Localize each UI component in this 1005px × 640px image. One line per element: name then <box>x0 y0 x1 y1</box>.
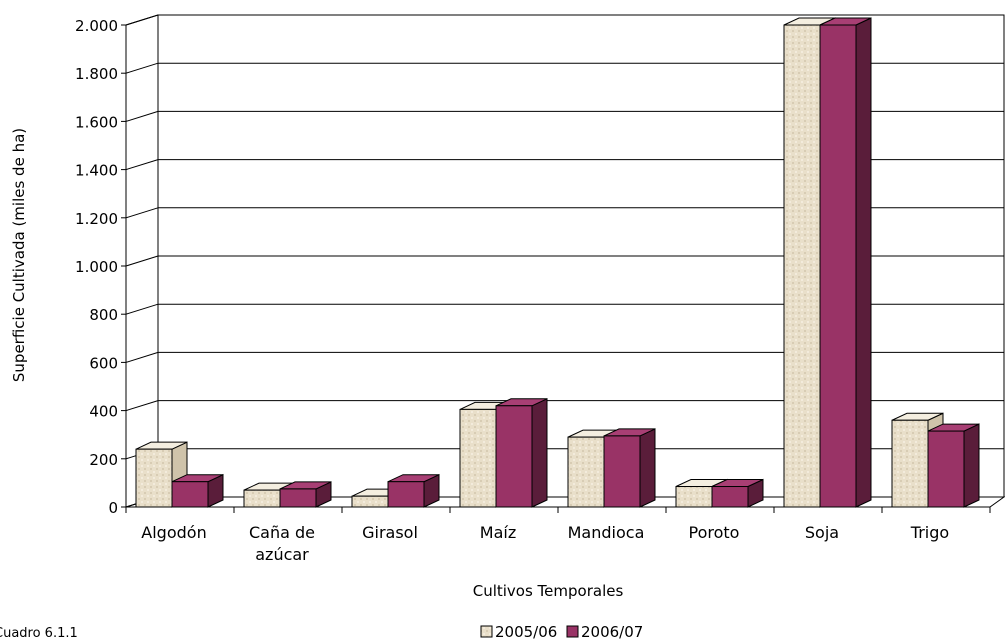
bar-front <box>459 408 497 508</box>
x-category-label: Mandioca <box>568 523 645 542</box>
bar-2006-07 <box>495 397 548 508</box>
grid-diagonal <box>125 255 159 267</box>
bar-2006-07 <box>387 473 440 508</box>
bar-2006-07 <box>171 473 224 508</box>
x-category-label: Poroto <box>689 523 740 542</box>
y-tick-label: 800 <box>89 306 118 324</box>
bar-front <box>603 435 641 508</box>
bar-front <box>351 495 389 508</box>
y-tick-label: 1.200 <box>75 210 118 228</box>
bar-front <box>783 24 821 508</box>
legend-swatch-2005-06 <box>480 625 493 638</box>
legend-swatch-2006-07 <box>566 625 579 638</box>
bar-2006-07 <box>279 481 332 508</box>
bar-front <box>387 481 425 508</box>
bar-2006-07 <box>603 428 656 508</box>
y-tick-label: 600 <box>89 354 118 372</box>
legend-label-2006-07: 2006/07 <box>581 623 643 640</box>
bar-front <box>927 430 965 508</box>
bars <box>135 17 980 508</box>
bar-side <box>855 17 872 508</box>
grid-diagonal <box>125 110 159 122</box>
y-tick-label: 1.000 <box>75 258 118 276</box>
x-category-label: Trigo <box>910 523 949 542</box>
grid-diagonal <box>125 351 159 363</box>
x-category-label: Girasol <box>362 523 418 542</box>
grid-diagonal <box>125 62 159 74</box>
bar-2006-07 <box>927 423 980 508</box>
y-tick-label: 200 <box>89 451 118 469</box>
y-axis-title: Superficie Cultivada (miles de ha) <box>10 128 28 382</box>
bar-front <box>171 481 209 508</box>
y-tick-label: 400 <box>89 403 118 421</box>
bar-front <box>243 489 281 508</box>
footnote: Cuadro 6.1.1 <box>0 626 78 640</box>
bar-front <box>711 486 749 508</box>
grid-diagonal <box>125 303 159 315</box>
bar-side <box>531 397 548 508</box>
tick-labels: 0 200 400 600 800 1.000 1.200 1.400 1.600 1.800 2.… <box>75 17 949 564</box>
bar-2006-07 <box>819 17 872 508</box>
y-axis-top-edge <box>125 14 159 26</box>
bar-front <box>567 436 605 508</box>
grid-diagonal <box>125 159 159 171</box>
x-axis-title: Cultivos Temporales <box>473 582 624 600</box>
bar-front <box>675 486 713 508</box>
y-tick-label: 1.600 <box>75 113 118 131</box>
bar-front <box>279 488 317 508</box>
bar-front <box>135 448 173 508</box>
y-tick-label: 0 <box>108 499 118 517</box>
bar-side <box>639 428 656 508</box>
bar-front <box>891 419 929 508</box>
bar-2006-07 <box>711 478 764 508</box>
y-tick-label: 1.400 <box>75 162 118 180</box>
axes <box>121 14 1005 513</box>
legend: 2005/06 2006/07 <box>480 623 643 640</box>
y-tick-label: 1.800 <box>75 65 118 83</box>
x-category-label: Soja <box>805 523 839 542</box>
x-category-label: Maíz <box>480 523 516 542</box>
x-category-label: Algodón <box>141 523 206 542</box>
grid-lines <box>125 14 1005 508</box>
grid-diagonal <box>125 207 159 219</box>
bar-side <box>963 423 980 508</box>
bar-front <box>819 24 857 508</box>
grid-diagonal <box>125 400 159 412</box>
legend-label-2005-06: 2005/06 <box>495 623 557 640</box>
y-tick-label: 2.000 <box>75 17 118 35</box>
x-category-label: Caña de azúcar <box>249 523 315 564</box>
bar-front <box>495 405 533 508</box>
